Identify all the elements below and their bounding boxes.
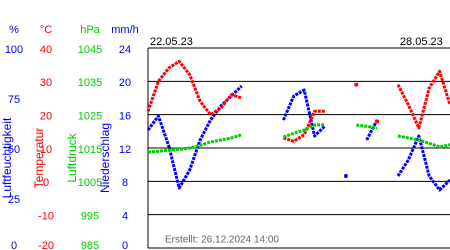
y-tick-label: 10	[40, 144, 52, 156]
y-tick-label: 50	[8, 144, 20, 156]
y-tick-label: 16	[119, 111, 131, 123]
y-tick-label: 24	[119, 44, 131, 56]
y-tick-label: 0	[43, 177, 49, 189]
series-line	[397, 134, 450, 149]
axis-title: Temperatur	[32, 128, 46, 189]
series-line	[147, 133, 243, 154]
axis-unit: hPa	[80, 24, 100, 36]
series-line	[356, 123, 378, 130]
series-line	[396, 134, 450, 192]
series-line	[396, 69, 450, 130]
y-tick-label: 40	[40, 44, 52, 56]
y-tick-label: 75	[8, 94, 20, 106]
axis-unit: mm/h	[111, 24, 139, 36]
y-tick-label: 1045	[78, 44, 102, 56]
y-tick-label: 100	[5, 44, 23, 56]
series-line	[282, 88, 327, 138]
y-tick-label: 1005	[78, 177, 102, 189]
y-tick-label: 20	[40, 111, 52, 123]
data-point	[343, 174, 348, 178]
y-tick-label: 985	[81, 240, 99, 250]
axis-unit: %	[9, 24, 19, 36]
data-point	[375, 119, 380, 124]
axis-title: Luftdruck	[65, 132, 79, 182]
data-point	[354, 82, 359, 87]
y-tick-label: -20	[38, 240, 54, 250]
y-tick-label: 12	[119, 144, 131, 156]
series-line	[282, 109, 325, 143]
y-tick-label: 8	[122, 177, 128, 189]
x-tick-label: 28.05.23	[400, 36, 443, 48]
y-tick-label: 20	[119, 77, 131, 89]
annotation: Erstellt: 26.12.2024 14:00	[165, 235, 279, 246]
y-tick-label: 4	[122, 211, 128, 223]
y-tick-label: 0	[122, 240, 128, 250]
y-tick-label: 1035	[78, 77, 102, 89]
y-tick-label: 30	[40, 77, 52, 89]
axis-title: Luftfeuchtigkeit	[0, 117, 14, 198]
y-tick-label: 0	[11, 240, 17, 250]
series-line	[282, 123, 326, 139]
axis-title: Niederschlag	[98, 123, 112, 193]
y-tick-label: 25	[8, 194, 20, 206]
series-line	[146, 59, 243, 117]
x-tick-label: 22.05.23	[150, 36, 193, 48]
series-line	[365, 119, 379, 141]
y-tick-label: 995	[81, 211, 99, 223]
y-tick-label: 1025	[78, 111, 102, 123]
y-tick-label: -10	[38, 211, 54, 223]
axis-unit: °C	[40, 24, 52, 36]
y-tick-label: 1015	[78, 144, 102, 156]
